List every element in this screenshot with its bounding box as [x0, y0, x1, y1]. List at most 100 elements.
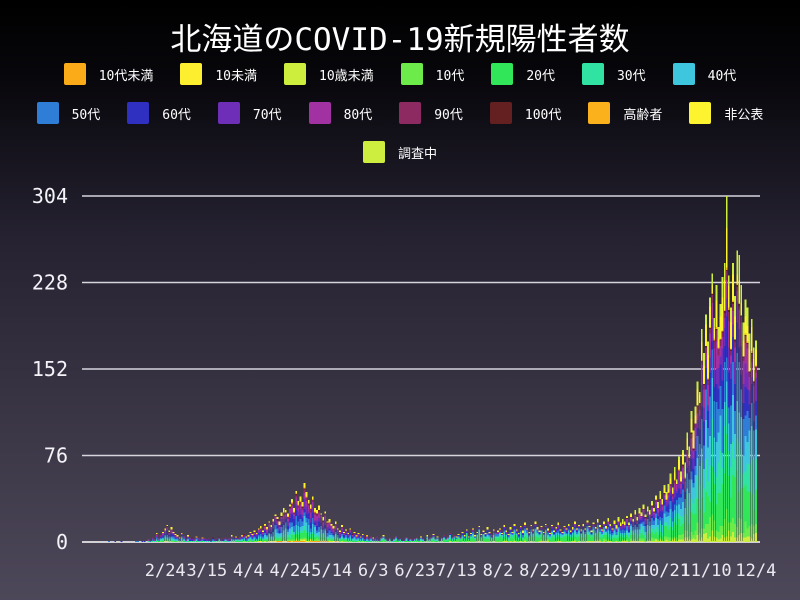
- bar-segment: [598, 534, 601, 538]
- bar-segment: [582, 526, 585, 528]
- bar-segment: [642, 526, 645, 531]
- bar-segment: [305, 497, 308, 502]
- bar-segment: [170, 534, 173, 537]
- bar-segment: [357, 535, 360, 537]
- bar-segment: [380, 540, 383, 542]
- bar-segment: [309, 518, 312, 523]
- bar-segment: [305, 506, 308, 514]
- bar-segment: [657, 508, 660, 513]
- bar-segment: [705, 359, 707, 368]
- bar-segment: [438, 540, 441, 542]
- bar-segment: [736, 287, 739, 291]
- bar-segment: [640, 514, 643, 516]
- bar-segment: [274, 516, 277, 520]
- bar-segment: [653, 538, 655, 541]
- bar-segment: [413, 540, 416, 542]
- bar-segment: [748, 333, 751, 350]
- bar-segment: [220, 540, 223, 542]
- bar-segment: [705, 532, 707, 542]
- bar-segment: [180, 539, 183, 541]
- bar-segment: [507, 537, 510, 539]
- bar-segment: [251, 537, 254, 539]
- bar-segment: [347, 534, 350, 536]
- bar-segment: [594, 530, 597, 533]
- bar-segment: [293, 507, 296, 512]
- bar-segment: [245, 539, 248, 541]
- bar-segment: [721, 483, 724, 527]
- bar-segment: [684, 488, 687, 492]
- bar-segment: [707, 384, 709, 406]
- bar-segment: [715, 477, 718, 505]
- bar-segment: [611, 530, 614, 532]
- bar-segment: [262, 532, 264, 535]
- bar-segment: [686, 494, 689, 515]
- bar-segment: [684, 471, 687, 478]
- bar-segment: [688, 536, 691, 540]
- bar-segment: [522, 534, 524, 536]
- bar-segment: [432, 536, 435, 538]
- bar-segment: [338, 531, 341, 533]
- bar-segment: [230, 535, 233, 537]
- bar-segment: [640, 516, 643, 519]
- bar-segment: [690, 419, 693, 433]
- bar-segment: [301, 507, 304, 511]
- bar-segment: [540, 540, 543, 542]
- bar-segment: [278, 540, 281, 542]
- bar-segment: [314, 527, 316, 535]
- bar-segment: [307, 505, 310, 512]
- bar-segment: [237, 539, 239, 541]
- bar-segment: [707, 411, 709, 429]
- bar-segment: [646, 540, 649, 542]
- bar-segment: [328, 539, 331, 541]
- bar-segment: [650, 540, 653, 542]
- bar-segment: [580, 535, 583, 538]
- bar-segment: [750, 460, 753, 495]
- bar-segment: [284, 514, 287, 517]
- bar-segment: [730, 466, 732, 498]
- bar-segment: [661, 510, 664, 512]
- bar-segment: [465, 534, 468, 538]
- legend-row: 50代 60代 70代 80代 90代 100代 高齢者 非公表: [36, 102, 763, 124]
- bar-segment: [237, 540, 239, 542]
- bar-segment: [334, 531, 337, 535]
- bar-segment: [607, 527, 610, 531]
- bar-segment: [286, 516, 289, 520]
- bar-segment: [713, 483, 716, 521]
- bar-segment: [698, 415, 701, 430]
- bar-segment: [669, 495, 672, 502]
- bar-segment: [557, 526, 560, 529]
- bar-segment: [634, 510, 637, 512]
- bar-segment: [180, 537, 183, 540]
- bar-segment: [503, 530, 506, 532]
- bar-segment: [382, 536, 385, 538]
- bar-segment: [707, 405, 709, 412]
- bar-segment: [530, 524, 533, 527]
- bar-segment: [688, 446, 691, 454]
- bar-segment: [738, 347, 741, 363]
- bar-segment: [494, 538, 497, 541]
- bar-segment: [465, 530, 468, 532]
- bar-segment: [569, 540, 572, 542]
- bar-segment: [713, 400, 716, 438]
- bar-segment: [289, 513, 291, 519]
- bar-segment: [234, 540, 237, 542]
- x-tick-label: 10/1: [602, 561, 643, 581]
- bar-segment: [461, 532, 464, 535]
- bar-segment: [746, 441, 749, 464]
- bar-segment: [752, 380, 755, 382]
- bar-segment: [646, 510, 649, 512]
- bar-segment: [274, 535, 277, 538]
- bar-segment: [638, 513, 641, 515]
- bar-segment: [318, 527, 320, 532]
- bar-segment: [705, 347, 707, 354]
- bar-segment: [237, 538, 239, 540]
- bar-segment: [162, 536, 164, 538]
- bar-segment: [707, 428, 709, 448]
- bar-segment: [546, 539, 549, 541]
- bar-segment: [563, 529, 566, 531]
- bar-segment: [721, 380, 724, 409]
- bar-segment: [671, 530, 674, 538]
- bar-segment: [750, 362, 753, 377]
- bar-segment: [630, 530, 632, 536]
- bar-segment: [297, 507, 300, 512]
